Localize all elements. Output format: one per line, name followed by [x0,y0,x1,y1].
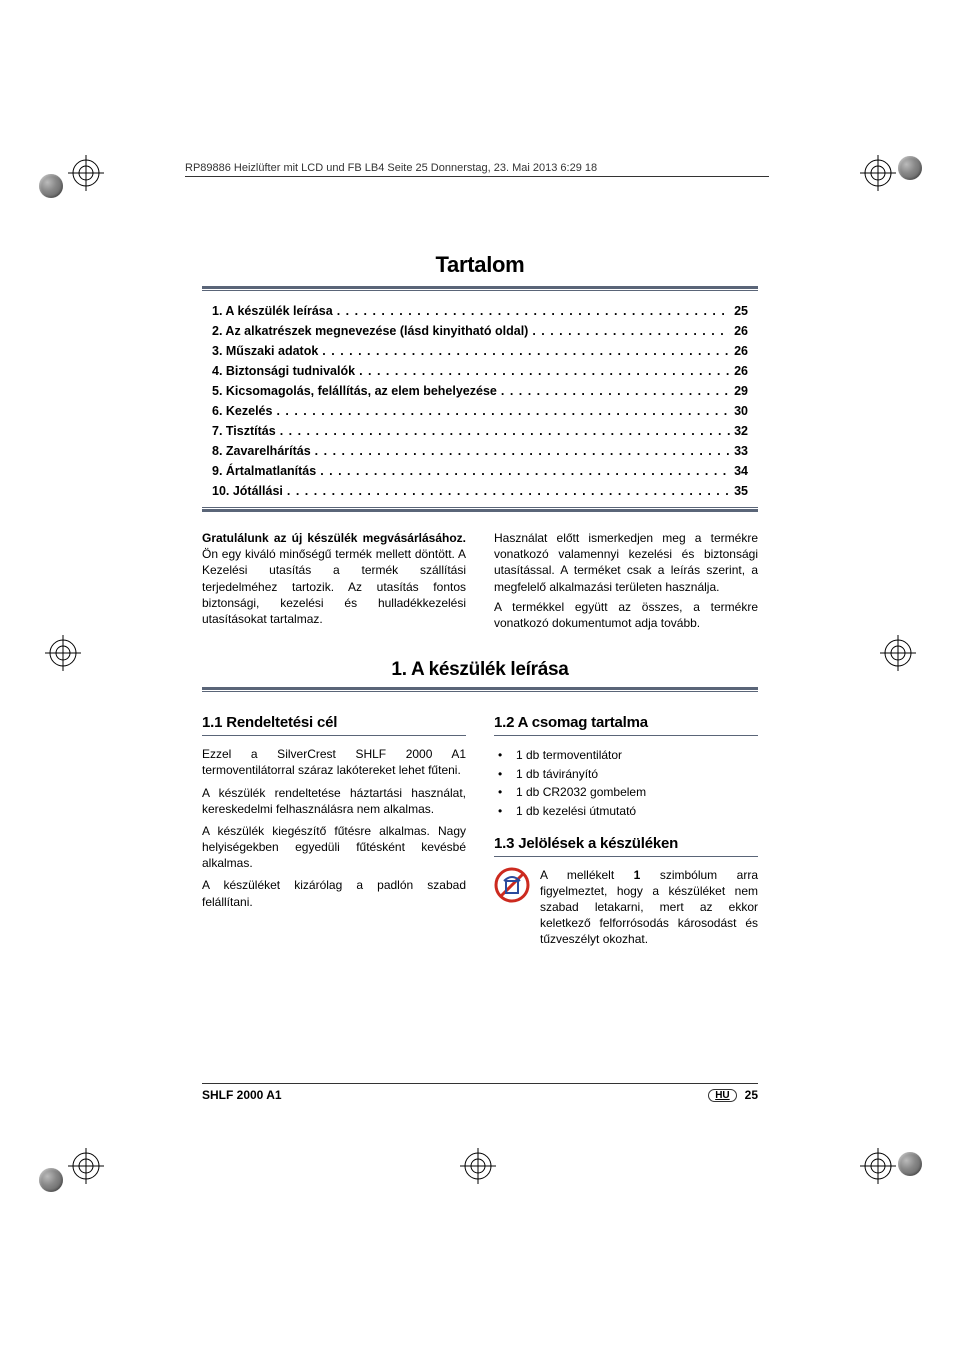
marking-block: A mellékelt 1 szimbólum arra figyelmezte… [494,867,758,948]
page-content: Tartalom 1. A készülék leírása 25 2. Az a… [202,252,758,947]
table-of-contents: 1. A készülék leírása 25 2. Az alkatrésze… [202,301,758,501]
toc-page: 33 [730,441,748,461]
toc-leader [318,341,730,361]
regmark-mid-left [45,635,81,671]
toc-row: 3. Műszaki adatok 26 [212,341,748,361]
toc-row: 10. Jótállási 35 [212,481,748,501]
intro-right-p1: Használat előtt ismerkedjen meg a termék… [494,530,758,595]
list-item: 1 db CR2032 gombelem [494,783,758,802]
intro-columns: Gratulálunk az új készülék megvásárlásáh… [202,530,758,631]
toc-page: 35 [730,481,748,501]
title-top-rule [202,286,758,291]
regmark-bot-center [460,1148,496,1184]
toc-label: 3. Műszaki adatok [212,341,318,361]
sub-1-2-heading: 1.2 A csomag tartalma [494,714,758,736]
bleed-dot-tr [898,156,922,180]
regmark-bot-left [68,1148,104,1184]
toc-label: 8. Zavarelhárítás [212,441,311,461]
toc-leader [283,481,730,501]
section-1-columns: 1.1 Rendeltetési cél Ezzel a SilverCrest… [202,714,758,947]
toc-page: 34 [730,461,748,481]
list-item: 1 db távirányító [494,765,758,784]
intro-right: Használat előtt ismerkedjen meg a termék… [494,530,758,631]
sub-1-3-heading: 1.3 Jelölések a készüléken [494,835,758,857]
toc-label: 4. Biztonsági tudnivalók [212,361,355,381]
list-item: 1 db kezelési útmutató [494,802,758,821]
footer-model: SHLF 2000 A1 [202,1088,282,1102]
regmark-bot-right [860,1148,896,1184]
toc-page: 26 [730,341,748,361]
list-item: 1 db termoventilátor [494,746,758,765]
toc-label: 6. Kezelés [212,401,272,421]
toc-row: 6. Kezelés 30 [212,401,748,421]
marking-pre: A mellékelt [540,868,634,882]
toc-row: 7. Tisztítás 32 [212,421,748,441]
toc-row: 2. Az alkatrészek megnevezése (lásd kiny… [212,321,748,341]
package-contents-list: 1 db termoventilátor 1 db távirányító 1 … [494,746,758,820]
toc-label: 10. Jótállási [212,481,283,501]
bleed-dot-bl [39,1168,63,1192]
title-bottom-rule [202,507,758,512]
section-1-title: 1. A készülék leírása [202,659,758,681]
toc-leader [528,321,730,341]
running-head: RP89886 Heizlüfter mit LCD und FB LB4 Se… [185,162,769,177]
bleed-dot-tl [39,174,63,198]
regmark-mid-right [880,635,916,671]
page-title: Tartalom [202,252,758,278]
toc-row: 4. Biztonsági tudnivalók 26 [212,361,748,381]
bleed-dot-br [898,1152,922,1176]
marking-text: A mellékelt 1 szimbólum arra figyelmezte… [540,867,758,948]
intro-congrats: Gratulálunk az új készülék megvásárlásáh… [202,531,466,545]
toc-leader [355,361,730,381]
toc-leader [311,441,730,461]
toc-row: 8. Zavarelhárítás 33 [212,441,748,461]
toc-page: 26 [730,321,748,341]
col-left: 1.1 Rendeltetési cél Ezzel a SilverCrest… [202,714,466,947]
section-1-rule [202,687,758,692]
toc-label: 2. Az alkatrészek megnevezése (lásd kiny… [212,321,528,341]
sub-1-1-p4: A készüléket kizárólag a padlón szabad f… [202,877,466,909]
toc-page: 32 [730,421,748,441]
toc-leader [316,461,730,481]
intro-left: Gratulálunk az új készülék megvásárlásáh… [202,530,466,631]
footer-right: HU 25 [708,1088,758,1102]
col-right: 1.2 A csomag tartalma 1 db termoventilát… [494,714,758,947]
language-badge: HU [708,1089,736,1102]
do-not-cover-icon [494,867,530,948]
toc-leader [333,301,730,321]
page-footer: SHLF 2000 A1 HU 25 [202,1083,758,1102]
toc-leader [272,401,730,421]
sub-1-1-p2: A készülék rendeltetése háztartási haszn… [202,785,466,817]
toc-label: 1. A készülék leírása [212,301,333,321]
toc-page: 26 [730,361,748,381]
toc-leader [276,421,730,441]
toc-label: 7. Tisztítás [212,421,276,441]
toc-page: 30 [730,401,748,421]
toc-leader [497,381,730,401]
toc-row: 1. A készülék leírása 25 [212,301,748,321]
toc-page: 25 [730,301,748,321]
toc-row: 9. Ártalmatlanítás 34 [212,461,748,481]
intro-right-p2: A termékkel együtt az összes, a termékre… [494,599,758,631]
regmark-header-left [68,155,104,191]
toc-label: 5. Kicsomagolás, felállítás, az elem beh… [212,381,497,401]
sub-1-1-p3: A készülék kiegészítő fűtésre alkalmas. … [202,823,466,872]
toc-row: 5. Kicsomagolás, felállítás, az elem beh… [212,381,748,401]
toc-page: 29 [730,381,748,401]
toc-label: 9. Ártalmatlanítás [212,461,316,481]
regmark-header-right [860,155,896,191]
footer-page-number: 25 [745,1088,758,1102]
sub-1-1-heading: 1.1 Rendeltetési cél [202,714,466,736]
intro-left-body: Ön egy kiváló minőségű termék mellett dö… [202,547,466,626]
sub-1-1-p1: Ezzel a SilverCrest SHLF 2000 A1 termove… [202,746,466,778]
